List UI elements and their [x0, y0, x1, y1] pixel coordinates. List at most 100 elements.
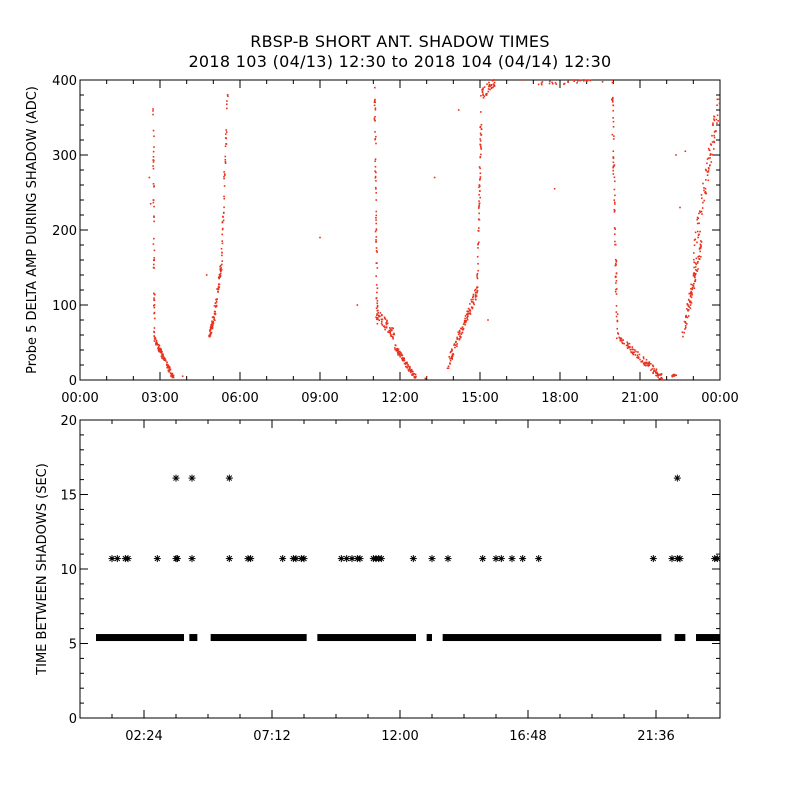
data-point [690, 291, 693, 294]
data-point [690, 290, 692, 293]
data-point [655, 372, 658, 374]
data-point [493, 79, 495, 81]
data-point [397, 350, 399, 352]
data-point [697, 234, 700, 236]
data-point [410, 370, 412, 373]
data-point [478, 206, 480, 209]
data-point [379, 312, 382, 314]
data-point [212, 316, 215, 318]
data-point [717, 119, 720, 122]
data-point [374, 158, 377, 161]
data-point [160, 348, 162, 351]
data-point [576, 82, 578, 84]
data-point [480, 128, 483, 130]
asterisk-marker [173, 555, 181, 563]
data-point [694, 274, 696, 276]
y-tick-label: 200 [52, 224, 77, 239]
data-point [462, 327, 465, 330]
data-point [693, 272, 695, 274]
data-point [480, 153, 482, 156]
data-point [399, 355, 401, 358]
data-point [449, 351, 452, 354]
data-point [660, 374, 662, 376]
data-point [587, 79, 590, 81]
data-point [152, 167, 155, 170]
data-point [700, 255, 702, 258]
asterisk-marker [444, 555, 452, 563]
data-point [219, 274, 222, 277]
data-point [660, 373, 663, 375]
data-point [573, 80, 576, 82]
data-point [715, 130, 717, 133]
data-point [479, 172, 482, 175]
data-point [424, 377, 427, 380]
data-point [611, 81, 614, 84]
asterisk-marker [356, 555, 364, 563]
data-point [211, 327, 214, 330]
data-point [672, 373, 675, 376]
data-point [374, 138, 376, 141]
x-tick-label: 02:24 [125, 729, 162, 744]
data-point [700, 244, 702, 247]
data-point [415, 376, 417, 378]
data-point [699, 243, 702, 246]
data-point [476, 277, 479, 280]
data-point [223, 177, 225, 180]
data-point [450, 355, 453, 358]
data-point [152, 263, 155, 266]
data-point [712, 148, 715, 150]
data-point [458, 332, 461, 335]
data-point [395, 349, 398, 352]
data-point [716, 114, 719, 117]
data-point [377, 314, 380, 317]
data-point [375, 219, 377, 221]
data-point [698, 210, 701, 213]
data-point [613, 188, 616, 191]
data-point [464, 317, 466, 320]
data-point [478, 227, 480, 229]
data-point [383, 325, 386, 327]
data-point [645, 358, 648, 361]
data-point [655, 374, 657, 377]
data-point [470, 298, 473, 301]
data-point [153, 237, 155, 240]
data-point [218, 276, 221, 279]
data-point [156, 344, 159, 346]
data-point [684, 328, 686, 330]
data-point [707, 157, 710, 159]
data-point [469, 310, 472, 312]
data-point [686, 303, 689, 306]
data-point [381, 318, 384, 321]
data-point [376, 300, 379, 302]
data-point [385, 326, 388, 329]
data-point [226, 100, 228, 102]
data-point [612, 100, 614, 102]
data-point [713, 136, 716, 139]
data-point [476, 276, 478, 278]
data-point [488, 81, 490, 84]
data-point [648, 363, 651, 365]
data-point [627, 345, 630, 348]
data-point [548, 82, 551, 85]
data-point [389, 331, 391, 334]
data-point [689, 291, 692, 294]
data-point [223, 173, 226, 175]
data-point [621, 341, 623, 344]
data-point [653, 370, 655, 373]
data-point [375, 297, 378, 300]
data-point [153, 304, 156, 306]
data-point [613, 180, 616, 183]
data-point [375, 214, 378, 217]
data-point [479, 126, 482, 128]
data-point [467, 312, 470, 315]
data-point [375, 188, 377, 190]
data-point [711, 134, 713, 137]
data-point [479, 138, 482, 140]
data-point [704, 191, 706, 194]
data-point [376, 313, 378, 315]
data-point [374, 86, 376, 89]
data-point [156, 342, 158, 344]
data-point [651, 368, 654, 370]
data-point [658, 377, 661, 380]
data-point [375, 262, 378, 264]
